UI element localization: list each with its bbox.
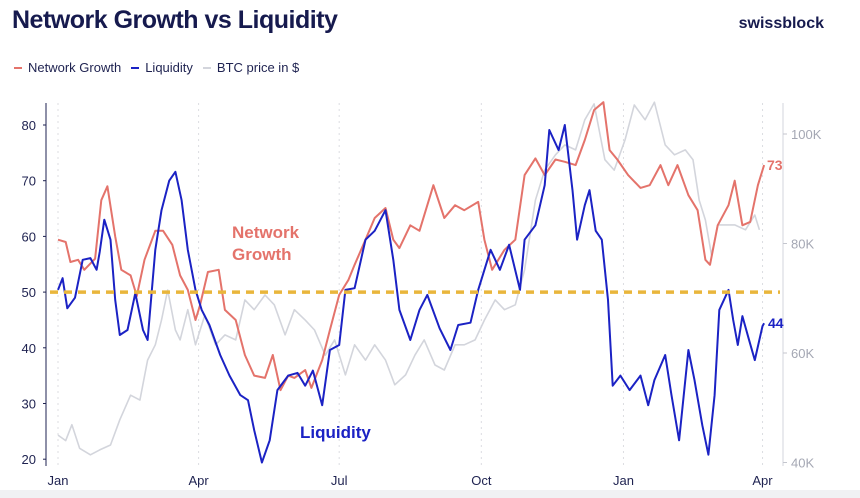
annotation-network-growth-2: Growth bbox=[232, 245, 292, 264]
legend-label: Network Growth bbox=[28, 60, 122, 75]
annotation-liquidity: Liquidity bbox=[300, 423, 371, 442]
x-tick-label: Apr bbox=[188, 473, 209, 488]
legend-swatch bbox=[202, 66, 211, 69]
x-tick-label: Jul bbox=[331, 473, 348, 488]
legend-swatch bbox=[131, 66, 140, 69]
series-line-btc-price-in bbox=[57, 101, 761, 456]
series-line-liquidity bbox=[57, 124, 765, 464]
left-axis-label: 30 bbox=[22, 397, 36, 412]
left-axis-label: 20 bbox=[22, 452, 36, 467]
left-axis-label: 80 bbox=[22, 118, 36, 133]
legend-label: Liquidity bbox=[145, 60, 193, 75]
legend: Network Growth Liquidity BTC price in $ bbox=[14, 60, 299, 75]
legend-item-network-growth: Network Growth bbox=[14, 60, 121, 75]
right-axis-label: 40K bbox=[791, 456, 814, 471]
brand-logo: swissblock bbox=[738, 15, 824, 32]
x-tick-label: Oct bbox=[471, 473, 492, 488]
x-tick-label: Apr bbox=[752, 473, 773, 488]
chart-title: Network Growth vs Liquidity bbox=[12, 6, 338, 34]
x-tick-label: Jan bbox=[48, 473, 69, 488]
legend-label: BTC price in $ bbox=[216, 60, 300, 75]
right-axis-label: 80K bbox=[791, 237, 814, 252]
last-value-liquidity: 44 bbox=[768, 315, 784, 331]
left-axis-label: 70 bbox=[22, 174, 36, 189]
legend-item-btc-price: BTC price in $ bbox=[202, 60, 300, 75]
series-line-network-growth bbox=[57, 101, 766, 392]
legend-item-liquidity: Liquidity bbox=[131, 60, 193, 75]
left-axis-label: 50 bbox=[22, 285, 36, 300]
footer-strip bbox=[0, 490, 860, 498]
annotation-network-growth-1: Network bbox=[232, 223, 300, 242]
legend-swatch bbox=[14, 66, 22, 69]
last-value-network-growth: 73 bbox=[767, 157, 783, 173]
left-axis-label: 60 bbox=[22, 229, 36, 244]
x-tick-label: Jan bbox=[613, 473, 634, 488]
left-axis-label: 40 bbox=[22, 341, 36, 356]
right-axis-label: 100K bbox=[791, 127, 822, 142]
right-axis-label: 60K bbox=[791, 346, 814, 361]
